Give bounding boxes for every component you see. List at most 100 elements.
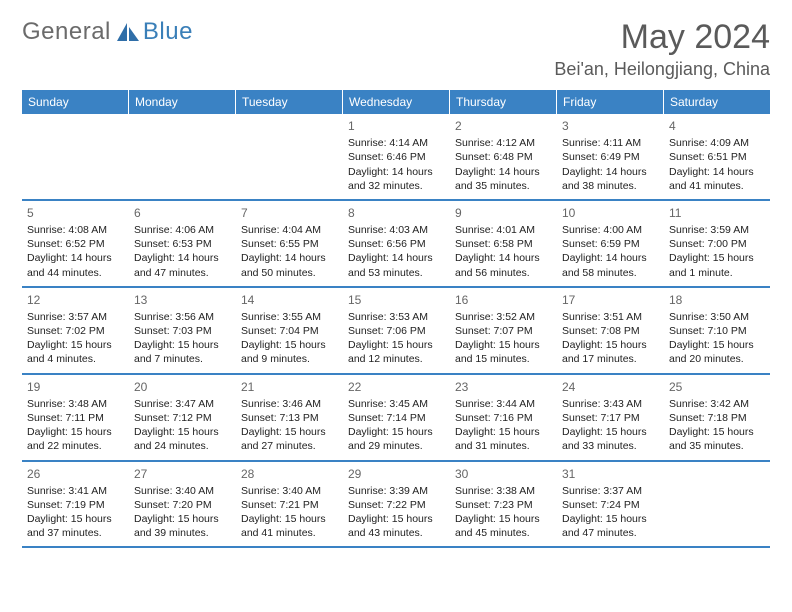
day-number: 6 — [134, 205, 230, 221]
sunrise-text: Sunrise: 3:57 AM — [27, 310, 123, 324]
week-row: 26Sunrise: 3:41 AMSunset: 7:19 PMDayligh… — [22, 462, 770, 549]
brand-logo: General Blue — [22, 18, 193, 46]
day-cell: 7Sunrise: 4:04 AMSunset: 6:55 PMDaylight… — [236, 201, 343, 286]
sunrise-text: Sunrise: 3:40 AM — [241, 484, 337, 498]
daylight-text: Daylight: 15 hours and 9 minutes. — [241, 338, 337, 366]
sunrise-text: Sunrise: 3:40 AM — [134, 484, 230, 498]
sunset-text: Sunset: 6:51 PM — [669, 150, 765, 164]
daylight-text: Daylight: 14 hours and 44 minutes. — [27, 251, 123, 279]
sunset-text: Sunset: 6:48 PM — [455, 150, 551, 164]
daylight-text: Daylight: 15 hours and 20 minutes. — [669, 338, 765, 366]
day-number: 21 — [241, 379, 337, 395]
sunset-text: Sunset: 7:17 PM — [562, 411, 658, 425]
sunset-text: Sunset: 7:12 PM — [134, 411, 230, 425]
day-cell: 26Sunrise: 3:41 AMSunset: 7:19 PMDayligh… — [22, 462, 129, 547]
sunset-text: Sunset: 6:53 PM — [134, 237, 230, 251]
day-number: 15 — [348, 292, 444, 308]
daylight-text: Daylight: 15 hours and 33 minutes. — [562, 425, 658, 453]
sunset-text: Sunset: 7:18 PM — [669, 411, 765, 425]
header: General Blue May 2024 Bei'an, Heilongjia… — [22, 18, 770, 80]
daylight-text: Daylight: 15 hours and 39 minutes. — [134, 512, 230, 540]
sunrise-text: Sunrise: 3:42 AM — [669, 397, 765, 411]
day-cell: 31Sunrise: 3:37 AMSunset: 7:24 PMDayligh… — [557, 462, 664, 547]
week-row: 1Sunrise: 4:14 AMSunset: 6:46 PMDaylight… — [22, 114, 770, 201]
daylight-text: Daylight: 14 hours and 35 minutes. — [455, 165, 551, 193]
day-number: 13 — [134, 292, 230, 308]
day-cell: 5Sunrise: 4:08 AMSunset: 6:52 PMDaylight… — [22, 201, 129, 286]
sunrise-text: Sunrise: 3:47 AM — [134, 397, 230, 411]
day-cell: 25Sunrise: 3:42 AMSunset: 7:18 PMDayligh… — [664, 375, 770, 460]
day-number: 3 — [562, 118, 658, 134]
sunset-text: Sunset: 7:11 PM — [27, 411, 123, 425]
daylight-text: Daylight: 15 hours and 37 minutes. — [27, 512, 123, 540]
day-number: 23 — [455, 379, 551, 395]
sunrise-text: Sunrise: 3:52 AM — [455, 310, 551, 324]
daylight-text: Daylight: 15 hours and 22 minutes. — [27, 425, 123, 453]
title-block: May 2024 Bei'an, Heilongjiang, China — [554, 18, 770, 80]
sunrise-text: Sunrise: 4:01 AM — [455, 223, 551, 237]
daylight-text: Daylight: 15 hours and 4 minutes. — [27, 338, 123, 366]
day-cell: 17Sunrise: 3:51 AMSunset: 7:08 PMDayligh… — [557, 288, 664, 373]
day-cell: 22Sunrise: 3:45 AMSunset: 7:14 PMDayligh… — [343, 375, 450, 460]
sunrise-text: Sunrise: 4:12 AM — [455, 136, 551, 150]
sunrise-text: Sunrise: 4:14 AM — [348, 136, 444, 150]
day-cell: 30Sunrise: 3:38 AMSunset: 7:23 PMDayligh… — [450, 462, 557, 547]
day-cell — [664, 462, 770, 547]
day-cell: 16Sunrise: 3:52 AMSunset: 7:07 PMDayligh… — [450, 288, 557, 373]
sunrise-text: Sunrise: 3:59 AM — [669, 223, 765, 237]
location-label: Bei'an, Heilongjiang, China — [554, 59, 770, 80]
week-row: 19Sunrise: 3:48 AMSunset: 7:11 PMDayligh… — [22, 375, 770, 462]
sunset-text: Sunset: 7:07 PM — [455, 324, 551, 338]
sunset-text: Sunset: 6:56 PM — [348, 237, 444, 251]
day-cell: 19Sunrise: 3:48 AMSunset: 7:11 PMDayligh… — [22, 375, 129, 460]
daylight-text: Daylight: 15 hours and 45 minutes. — [455, 512, 551, 540]
sunrise-text: Sunrise: 3:50 AM — [669, 310, 765, 324]
sunset-text: Sunset: 7:22 PM — [348, 498, 444, 512]
day-cell: 8Sunrise: 4:03 AMSunset: 6:56 PMDaylight… — [343, 201, 450, 286]
day-number: 24 — [562, 379, 658, 395]
sunrise-text: Sunrise: 3:48 AM — [27, 397, 123, 411]
daylight-text: Daylight: 15 hours and 43 minutes. — [348, 512, 444, 540]
day-cell: 15Sunrise: 3:53 AMSunset: 7:06 PMDayligh… — [343, 288, 450, 373]
sunrise-text: Sunrise: 3:43 AM — [562, 397, 658, 411]
day-number: 10 — [562, 205, 658, 221]
weekday-header: Wednesday — [343, 90, 450, 114]
day-number: 12 — [27, 292, 123, 308]
day-cell — [22, 114, 129, 199]
sail-icon — [115, 21, 141, 43]
sunset-text: Sunset: 6:59 PM — [562, 237, 658, 251]
sunrise-text: Sunrise: 3:39 AM — [348, 484, 444, 498]
day-cell: 12Sunrise: 3:57 AMSunset: 7:02 PMDayligh… — [22, 288, 129, 373]
day-number: 29 — [348, 466, 444, 482]
day-number: 11 — [669, 205, 765, 221]
week-row: 5Sunrise: 4:08 AMSunset: 6:52 PMDaylight… — [22, 201, 770, 288]
daylight-text: Daylight: 15 hours and 7 minutes. — [134, 338, 230, 366]
week-row: 12Sunrise: 3:57 AMSunset: 7:02 PMDayligh… — [22, 288, 770, 375]
day-cell: 3Sunrise: 4:11 AMSunset: 6:49 PMDaylight… — [557, 114, 664, 199]
daylight-text: Daylight: 14 hours and 53 minutes. — [348, 251, 444, 279]
sunset-text: Sunset: 7:23 PM — [455, 498, 551, 512]
sunset-text: Sunset: 7:14 PM — [348, 411, 444, 425]
daylight-text: Daylight: 15 hours and 24 minutes. — [134, 425, 230, 453]
day-number: 28 — [241, 466, 337, 482]
weekday-header: Sunday — [22, 90, 129, 114]
daylight-text: Daylight: 15 hours and 15 minutes. — [455, 338, 551, 366]
sunrise-text: Sunrise: 4:00 AM — [562, 223, 658, 237]
sunset-text: Sunset: 7:19 PM — [27, 498, 123, 512]
day-number: 8 — [348, 205, 444, 221]
day-cell: 11Sunrise: 3:59 AMSunset: 7:00 PMDayligh… — [664, 201, 770, 286]
sunrise-text: Sunrise: 4:09 AM — [669, 136, 765, 150]
day-number: 30 — [455, 466, 551, 482]
day-cell — [236, 114, 343, 199]
day-number: 26 — [27, 466, 123, 482]
day-cell: 2 Sunrise: 4:12 AMSunset: 6:48 PMDaylight… — [450, 114, 557, 199]
day-number: 27 — [134, 466, 230, 482]
sunset-text: Sunset: 6:58 PM — [455, 237, 551, 251]
sunrise-text: Sunrise: 3:55 AM — [241, 310, 337, 324]
day-cell: 13Sunrise: 3:56 AMSunset: 7:03 PMDayligh… — [129, 288, 236, 373]
day-cell: 4Sunrise: 4:09 AMSunset: 6:51 PMDaylight… — [664, 114, 770, 199]
day-cell: 23Sunrise: 3:44 AMSunset: 7:16 PMDayligh… — [450, 375, 557, 460]
day-cell: 28Sunrise: 3:40 AMSunset: 7:21 PMDayligh… — [236, 462, 343, 547]
day-number: 2 — [455, 118, 551, 134]
daylight-text: Daylight: 14 hours and 41 minutes. — [669, 165, 765, 193]
